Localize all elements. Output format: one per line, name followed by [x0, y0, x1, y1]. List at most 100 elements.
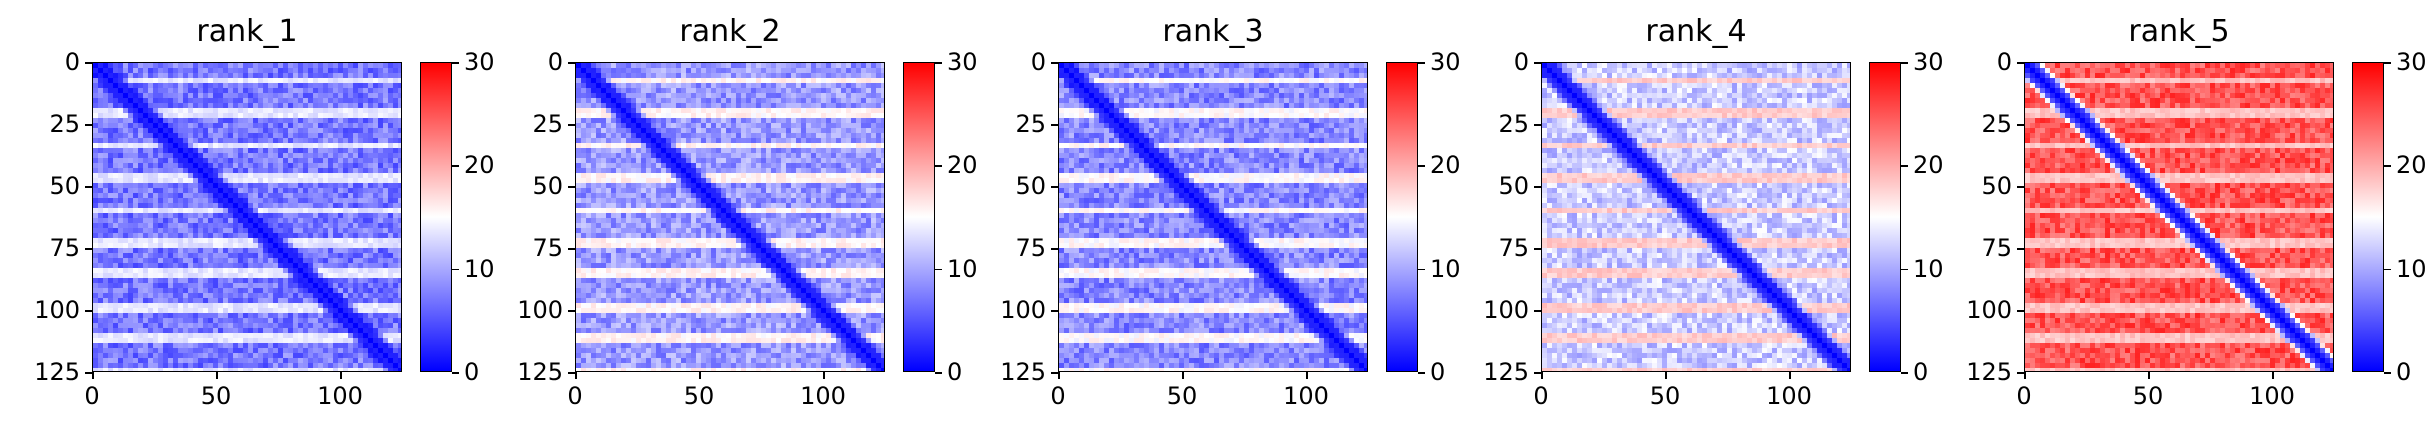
- heatmap-cell: [846, 63, 852, 69]
- heatmap-cell: [98, 253, 104, 259]
- heatmap-cell: [293, 348, 299, 354]
- heatmap-cell: [358, 158, 364, 164]
- heatmap-cell: [726, 133, 732, 139]
- heatmap-cell: [93, 123, 99, 129]
- heatmap-cell: [153, 328, 159, 334]
- heatmap-cell: [393, 63, 399, 69]
- heatmap-cell: [128, 343, 134, 349]
- heatmap-cell: [293, 203, 299, 209]
- heatmap-cell: [861, 88, 867, 94]
- heatmap-cell: [98, 263, 104, 269]
- heatmap-cell: [333, 303, 339, 309]
- heatmap-cell: [716, 68, 722, 74]
- heatmap-cell: [108, 253, 114, 259]
- heatmap-cell: [368, 318, 374, 324]
- heatmap-cell: [318, 133, 324, 139]
- heatmap-cell: [786, 148, 792, 154]
- heatmap-cell: [801, 138, 807, 144]
- heatmap-cell: [178, 93, 184, 99]
- heatmap-cell: [293, 118, 299, 124]
- heatmap-cell: [313, 268, 319, 274]
- heatmap-cell: [168, 168, 174, 174]
- heatmap-cell: [651, 98, 657, 104]
- heatmap-cell: [343, 268, 349, 274]
- heatmap-cell: [656, 68, 662, 74]
- heatmap-cell: [223, 193, 229, 199]
- heatmap-cell: [681, 73, 687, 79]
- heatmap-cell: [746, 88, 752, 94]
- heatmap-cell: [108, 153, 114, 159]
- heatmap-cell: [298, 183, 304, 189]
- heatmap-cell: [213, 113, 219, 119]
- heatmap-cell: [333, 368, 339, 371]
- heatmap-cell: [148, 358, 154, 364]
- heatmap-cell: [616, 103, 622, 109]
- heatmap-cell: [806, 63, 812, 69]
- heatmap-cell: [313, 213, 319, 219]
- heatmap-cell: [323, 368, 329, 371]
- heatmap-cell: [626, 118, 632, 124]
- heatmap-cell: [193, 318, 199, 324]
- heatmap-cell: [711, 138, 717, 144]
- heatmap-cell: [791, 78, 797, 84]
- heatmap-cell: [313, 133, 319, 139]
- heatmap-cell: [228, 78, 234, 84]
- heatmap-cell: [233, 368, 239, 371]
- heatmap-cell: [313, 358, 319, 364]
- heatmap-cell: [268, 138, 274, 144]
- heatmap-cell: [93, 73, 99, 79]
- heatmap-cell: [148, 73, 154, 79]
- heatmap-cell: [158, 318, 164, 324]
- heatmap-cell: [198, 253, 204, 259]
- heatmap-cell: [338, 188, 344, 194]
- heatmap-cell: [288, 118, 294, 124]
- heatmap-cell: [751, 108, 757, 114]
- heatmap-cell: [233, 208, 239, 214]
- heatmap-cell: [123, 213, 129, 219]
- heatmap-cell: [383, 308, 389, 314]
- heatmap-cell: [193, 198, 199, 204]
- heatmap-cell: [138, 268, 144, 274]
- heatmap-cell: [358, 313, 364, 319]
- heatmap-cell: [706, 68, 712, 74]
- heatmap-cell: [343, 363, 349, 369]
- heatmap-cell: [268, 88, 274, 94]
- heatmap-cell: [288, 123, 294, 129]
- heatmap-cell: [268, 198, 274, 204]
- heatmap-cell: [263, 353, 269, 359]
- heatmap-cell: [188, 73, 194, 79]
- heatmap-cell: [178, 363, 184, 369]
- heatmap-cell: [118, 253, 124, 259]
- heatmap-cell: [173, 323, 179, 329]
- heatmap-cell: [313, 283, 319, 289]
- heatmap-cell: [133, 148, 139, 154]
- heatmap-cell: [651, 78, 657, 84]
- heatmap-cell: [318, 358, 324, 364]
- heatmap-cell: [113, 113, 119, 119]
- heatmap-cell: [383, 213, 389, 219]
- heatmap-cell: [188, 293, 194, 299]
- heatmap-cell: [188, 328, 194, 334]
- heatmap-cell: [93, 233, 99, 239]
- heatmap-cell: [711, 108, 717, 114]
- heatmap-cell: [193, 323, 199, 329]
- heatmap-cell: [233, 263, 239, 269]
- heatmap-cell: [378, 153, 384, 159]
- heatmap-cell: [661, 113, 667, 119]
- heatmap-cell: [238, 303, 244, 309]
- heatmap-cell: [263, 258, 269, 264]
- heatmap-cell: [861, 113, 867, 119]
- heatmap: [575, 62, 885, 372]
- heatmap-cell: [93, 303, 99, 309]
- heatmap-cell: [218, 163, 224, 169]
- heatmap-cell: [238, 148, 244, 154]
- heatmap-cell: [268, 333, 274, 339]
- heatmap-cell: [228, 123, 234, 129]
- heatmap-cell: [263, 73, 269, 79]
- heatmap-cell: [123, 283, 129, 289]
- heatmap-cell: [158, 183, 164, 189]
- heatmap-cell: [103, 248, 109, 254]
- heatmap-cell: [228, 178, 234, 184]
- heatmap-cell: [138, 138, 144, 144]
- heatmap-cell: [746, 98, 752, 104]
